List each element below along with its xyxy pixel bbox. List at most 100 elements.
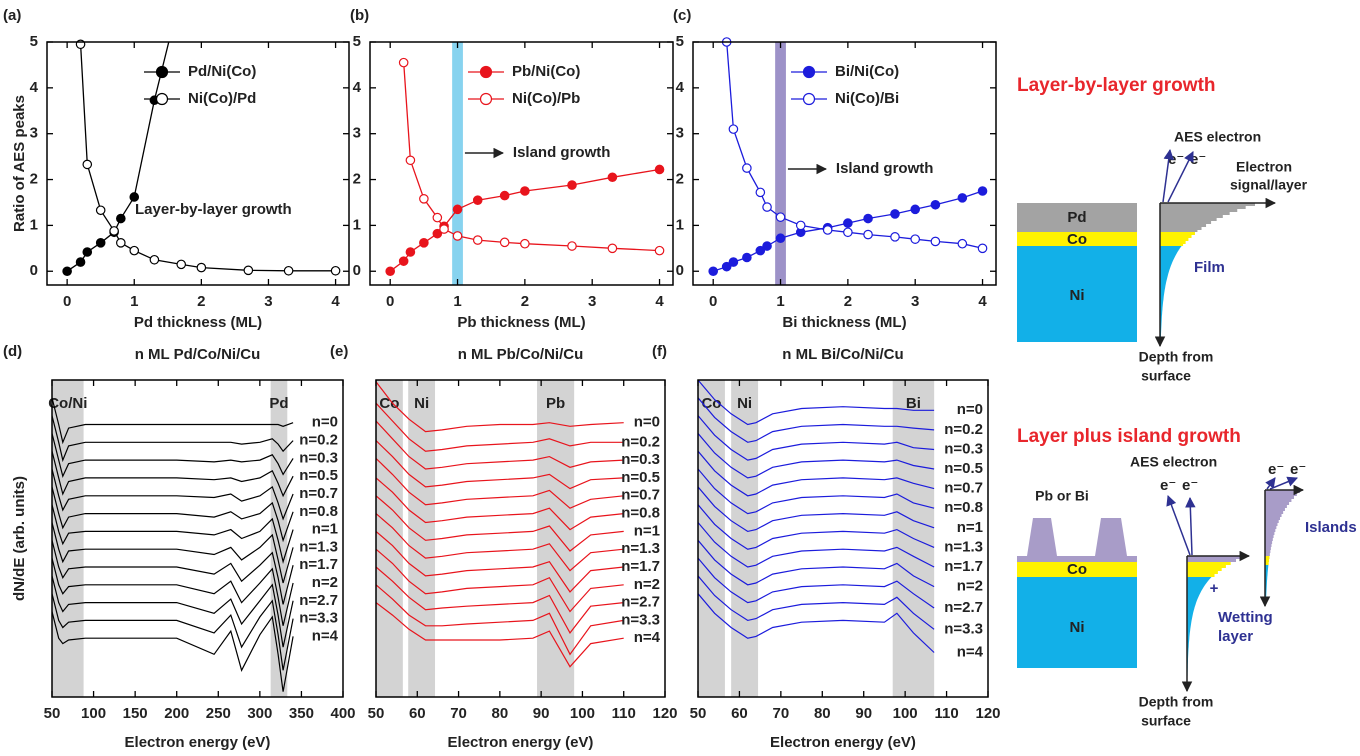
x-tick-label: 4 [978, 293, 987, 310]
x-tick-label: 2 [844, 293, 852, 310]
aes-label: AES electron [1174, 129, 1261, 145]
co-layer [1017, 562, 1137, 577]
data-point [243, 265, 254, 276]
data-point [82, 247, 93, 257]
x-tick-label: 70 [773, 705, 790, 722]
data-point [728, 257, 739, 267]
data-point [957, 193, 968, 203]
curve-label: n=3.3 [299, 610, 338, 627]
signal-step [1265, 544, 1272, 547]
charts: (a) Pd thickness (ML) Ratio of AES peaks 0 1… [3, 7, 1001, 751]
legend-marker [155, 92, 169, 106]
electron: e⁻ [1182, 477, 1198, 494]
x-tick-label: 80 [814, 705, 831, 722]
data-point [977, 243, 988, 254]
x-tick-label: 50 [368, 705, 385, 722]
signal-step [1265, 562, 1269, 565]
data-point [283, 265, 294, 276]
data-point [432, 212, 443, 223]
signal-profile [1265, 565, 1269, 605]
curve-label: n=0.8 [944, 499, 983, 516]
series-line [376, 420, 624, 470]
data-point [398, 256, 409, 266]
data-point [957, 238, 968, 249]
curve-label: n=0 [634, 414, 660, 431]
data-point [775, 212, 786, 222]
panel-label: (d) [3, 343, 22, 360]
electron-arrow [1167, 151, 1194, 203]
curve-label: n=0.3 [621, 451, 660, 468]
legend-label: Pb/Ni(Co) [512, 63, 580, 80]
y-tick-label: 2 [676, 171, 684, 188]
signal-step [1265, 553, 1270, 556]
x-tick-label: 80 [492, 705, 509, 722]
x-tick-label: 0 [386, 293, 394, 310]
signal-step [1265, 496, 1295, 499]
signal-step [1160, 212, 1230, 215]
data-point [405, 155, 416, 166]
signal-step [1160, 244, 1184, 246]
span-label: Co/Ni [48, 395, 87, 412]
data-point [520, 238, 530, 249]
series-line [376, 381, 624, 433]
signal-step [1265, 511, 1284, 514]
panel-title: n ML Bi/Co/Ni/Cu [782, 346, 903, 363]
plot-frame [46, 41, 350, 286]
x-axis-label: Electron energy (eV) [125, 734, 271, 751]
data-point [930, 199, 941, 210]
electron-arrow [1185, 496, 1196, 556]
series-line [698, 397, 935, 443]
legend-label: Bi/Ni(Co) [835, 63, 899, 80]
signal-step [1187, 571, 1218, 574]
series-line [698, 468, 935, 515]
y-axis-label: Ratio of AES peaks [11, 95, 28, 232]
co-layer [1017, 232, 1137, 246]
series-line [389, 168, 660, 272]
electron: e⁻ [1268, 461, 1284, 478]
series-line [376, 548, 624, 613]
curve-label: n=0.3 [944, 440, 983, 457]
panel: (a) Pd thickness (ML) Ratio of AES peaks 0 1… [3, 7, 350, 331]
series-line [52, 468, 294, 521]
legend-marker [479, 92, 493, 106]
layer-label: Ni [1070, 287, 1085, 304]
signal-step [1160, 215, 1223, 218]
y-tick-label: 2 [30, 171, 38, 188]
curve-label: n=1.7 [621, 558, 660, 575]
series-line [698, 450, 935, 497]
panel: Co/Ni Pd (d) n ML Pd/Co/Ni/Cu Electron energ… [3, 343, 356, 751]
signal-step [1160, 224, 1207, 227]
curve-label: n=2.7 [299, 592, 338, 609]
x-tick-label: 110 [612, 705, 636, 722]
legend-label: Ni(Co)/Pb [512, 90, 580, 107]
curve-label: n=2 [634, 576, 660, 593]
y-tick-label: 5 [676, 33, 684, 50]
curve-label: n=0.7 [944, 480, 983, 497]
signal-label: signal/layer [1230, 177, 1308, 193]
curve-label: n=0.2 [299, 432, 338, 449]
curve-label: n=0 [312, 414, 338, 431]
curve-label: n=0.3 [299, 449, 338, 466]
signal-step [1265, 508, 1285, 511]
x-tick-label: 1 [130, 293, 138, 310]
data-point [419, 194, 429, 204]
data-point [129, 245, 140, 256]
data-point [728, 124, 739, 134]
series-line [66, 42, 170, 272]
data-point [385, 266, 395, 277]
data-point [472, 195, 483, 205]
x-tick-label: 350 [289, 705, 314, 722]
signal-step [1265, 520, 1279, 523]
layer-label: Ni [1070, 619, 1085, 636]
series-line [376, 530, 624, 593]
series-line [52, 575, 294, 648]
series-line [376, 602, 624, 668]
panel-title: n ML Pb/Co/Ni/Cu [458, 346, 584, 363]
annotation: Island growth [513, 144, 611, 161]
electron: e⁻ [1168, 151, 1184, 168]
signal-step [1265, 535, 1274, 538]
data-point [762, 202, 772, 212]
signal-step [1265, 505, 1287, 508]
data-point [109, 226, 119, 236]
data-point [721, 261, 732, 272]
